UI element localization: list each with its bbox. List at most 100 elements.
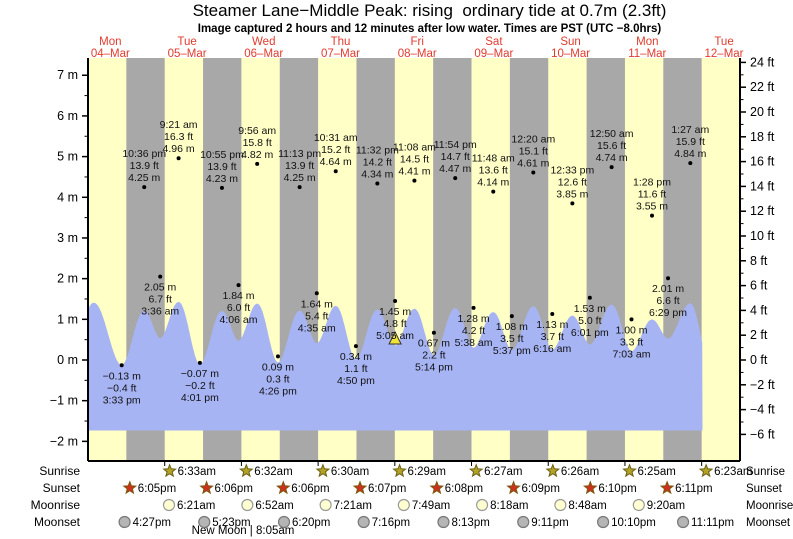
tide-annotation-text: 4.8 ft bbox=[383, 318, 406, 330]
y-axis-left-label: 7 m bbox=[57, 68, 78, 82]
astro-time: 6:11pm bbox=[675, 483, 713, 495]
tide-point-dot bbox=[688, 161, 693, 166]
tide-annotation-text: 4.47 m bbox=[439, 163, 471, 175]
moonset-icon bbox=[517, 515, 530, 529]
tide-annotation-text: 4.96 m bbox=[163, 143, 195, 155]
astro-time: 6:26am bbox=[561, 466, 599, 478]
sunset-icon bbox=[352, 480, 368, 495]
tide-annotation-text: 3.3 ft bbox=[620, 336, 643, 348]
tide-annotation-text: −0.13 m bbox=[103, 370, 141, 382]
day-name-label: Thu bbox=[331, 36, 351, 48]
tide-point-dot bbox=[219, 185, 224, 190]
tide-point-dot bbox=[570, 201, 575, 206]
astro-time: 6:10pm bbox=[598, 483, 636, 495]
moonset-icon bbox=[437, 515, 450, 529]
tide-point-dot bbox=[236, 283, 241, 288]
tide-annotation-text: 4.74 m bbox=[596, 152, 628, 164]
y-axis-right-label: 10 ft bbox=[750, 229, 775, 243]
tide-annotation-text: 1.64 m bbox=[301, 298, 333, 310]
tide-annotation-low: 0.34 m1.1 ft4:50 pm bbox=[337, 344, 375, 387]
tide-point-dot bbox=[550, 312, 555, 317]
astro-time: 9:11pm bbox=[531, 517, 569, 529]
astro-time: 6:25am bbox=[637, 466, 675, 478]
tide-annotation-text: 5.4 ft bbox=[305, 310, 328, 322]
moonset-icon bbox=[676, 515, 690, 529]
tide-annotation-text: 4:06 am bbox=[220, 314, 258, 326]
astro-time: 6:32am bbox=[254, 466, 292, 478]
y-axis-left-label: 1 m bbox=[57, 312, 78, 326]
sunset-icon bbox=[199, 480, 214, 495]
y-axis-right-label: 18 ft bbox=[750, 130, 775, 144]
tide-annotation-text: −0.4 ft bbox=[107, 382, 137, 394]
tide-annotation-text: 11:32 pm bbox=[356, 144, 399, 156]
tide-annotation-text: 4.2 ft bbox=[462, 325, 485, 337]
astro-time: 8:48am bbox=[568, 500, 606, 512]
tide-annotation-low: −0.07 m−0.2 ft4:01 pm bbox=[181, 360, 219, 404]
tide-annotation-low: 2.01 m6.6 ft6:29 pm bbox=[649, 276, 687, 319]
tide-point-dot bbox=[412, 178, 417, 183]
tide-annotation-text: 3.85 m bbox=[556, 188, 588, 200]
tide-point-dot bbox=[375, 181, 380, 186]
y-axis-right-label: 24 ft bbox=[750, 55, 775, 69]
tide-annotation-text: 3.7 ft bbox=[541, 331, 564, 343]
moonrise-icon bbox=[554, 498, 567, 512]
tide-annotation-text: 11.6 ft bbox=[638, 189, 666, 201]
tide-annotation-text: 1.00 m bbox=[615, 324, 647, 336]
sunset-icon bbox=[275, 480, 291, 495]
y-axis-right-label: 8 ft bbox=[750, 254, 768, 268]
moonset-icon bbox=[597, 515, 610, 529]
sunrise-icon bbox=[468, 463, 484, 478]
moonset-marker: 10:10pm bbox=[597, 515, 656, 529]
tide-annotation-text: 4.64 m bbox=[320, 156, 352, 168]
tide-annotation-text: 3.55 m bbox=[636, 201, 668, 213]
tide-annotation-text: 14.5 ft bbox=[400, 154, 429, 166]
tide-annotation-text: 5:14 pm bbox=[415, 362, 453, 374]
moonrise-marker: 7:21am bbox=[319, 498, 372, 512]
astro-time: 10:10pm bbox=[611, 517, 656, 529]
day-date-label: 06–Mar bbox=[244, 48, 283, 60]
y-axis-left-label: −2 m bbox=[50, 434, 78, 448]
astro-time: 4:27pm bbox=[133, 517, 171, 529]
tide-annotation-text: 16.3 ft bbox=[164, 131, 193, 143]
tide-point-dot bbox=[333, 169, 338, 174]
tide-annotation-text: 15.1 ft bbox=[519, 145, 548, 157]
tide-annotation-text: −0.07 m bbox=[181, 368, 219, 380]
tide-point-dot bbox=[509, 314, 514, 319]
astro-time: 6:30am bbox=[331, 466, 369, 478]
tide-annotation-text: 13.9 ft bbox=[285, 160, 314, 172]
y-axis-left-label: 2 m bbox=[57, 272, 78, 286]
sunrise-icon bbox=[698, 463, 714, 478]
tide-point-dot bbox=[393, 299, 398, 304]
tide-annotation-text: −0.2 ft bbox=[185, 380, 215, 392]
astro-time: 6:52am bbox=[255, 500, 293, 512]
tide-annotation-low: 1.45 m4.8 ft5:05 am bbox=[376, 299, 414, 342]
tide-annotation-text: 0.3 ft bbox=[266, 373, 289, 385]
tide-annotation-text: 4.14 m bbox=[477, 177, 509, 189]
day-date-label: 09–Mar bbox=[474, 48, 513, 60]
astro-row-label-left: Sunset bbox=[43, 481, 81, 495]
day-name-label: Sun bbox=[560, 36, 580, 48]
moonset-icon bbox=[198, 515, 211, 529]
y-axis-right-label: 0 ft bbox=[750, 353, 768, 367]
y-axis-right-label: −4 ft bbox=[750, 403, 775, 417]
moonset-marker: 4:27pm bbox=[118, 515, 171, 529]
tide-annotation-text: 4.23 m bbox=[206, 173, 238, 185]
tide-point-dot bbox=[471, 305, 476, 310]
astro-row-label-right: Moonrise bbox=[746, 500, 793, 512]
tide-point-dot bbox=[453, 176, 458, 181]
tide-annotation-text: 14.2 ft bbox=[363, 156, 392, 168]
day-date-label: 05–Mar bbox=[168, 48, 207, 60]
sunrise-icon bbox=[392, 463, 407, 478]
tide-point-dot bbox=[431, 330, 436, 335]
moonset-marker: 6:20pm bbox=[277, 515, 330, 529]
